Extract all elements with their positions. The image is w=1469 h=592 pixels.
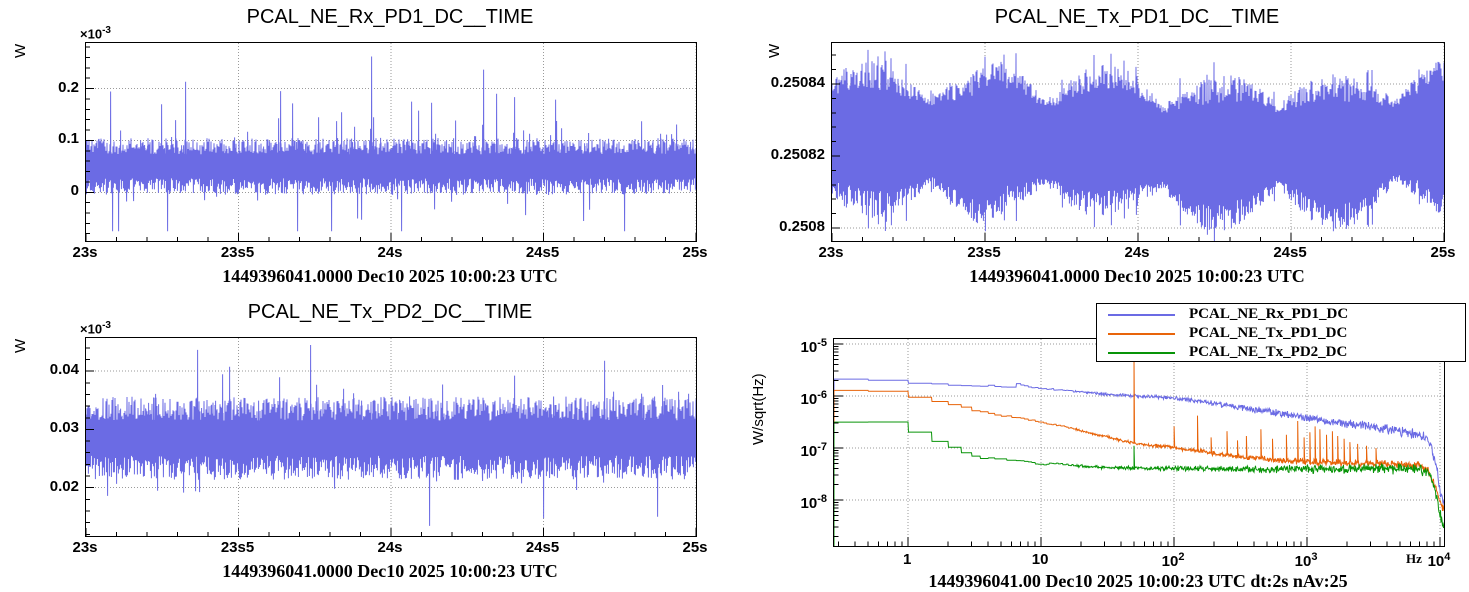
x-tick-label: 24s5: [525, 244, 560, 261]
x-tick-label: 23s5: [220, 539, 255, 556]
tick-base: 10: [1427, 553, 1445, 570]
legend-label: PCAL_NE_Rx_PD1_DC: [1189, 306, 1349, 322]
legend-line: [1108, 314, 1175, 316]
tick-base: 10: [800, 391, 818, 408]
x-tick-label: 24s: [377, 244, 403, 261]
tick-exponent: 4: [1444, 551, 1451, 563]
y-axis-exponent: ×10-3: [80, 320, 111, 336]
legend-line: [1108, 352, 1175, 354]
x-tick-label: 24s: [377, 539, 403, 556]
y-tick-label: 0.25084: [770, 74, 825, 92]
y-axis-label: W/sqrt(Hz): [750, 373, 767, 445]
y-tick-label: 0.1: [58, 130, 79, 148]
x-tick-label: 24s5: [525, 539, 560, 556]
x-axis-unit-label: Hz: [1406, 551, 1422, 566]
legend-row: PCAL_NE_Tx_PD1_DC: [1097, 324, 1465, 343]
time-series-plot: [86, 338, 696, 536]
legend-label: PCAL_NE_Tx_PD2_DC: [1189, 344, 1348, 360]
y-tick-label: 0.2508: [779, 218, 825, 236]
tick-exponent: -6: [817, 389, 827, 401]
x-tick-label: 102: [1162, 551, 1185, 570]
timestamp-footer: 1449396041.0000 Dec10 2025 10:00:23 UTC: [969, 266, 1305, 286]
x-tick-label: 25s: [682, 539, 708, 556]
legend-row: PCAL_NE_Rx_PD1_DC: [1097, 305, 1465, 324]
y-tick-label: 0.04: [49, 361, 79, 379]
plot-frame[interactable]: [85, 337, 697, 537]
panel-title: PCAL_NE_Tx_PD1_DC__TIME: [994, 6, 1280, 28]
exponent-value: -3: [102, 320, 111, 331]
time-series-plot: [86, 43, 696, 241]
exponent-coefficient: ×10: [80, 26, 103, 42]
y-tick-label: 0: [70, 182, 79, 200]
x-tick-label: 23s: [818, 244, 844, 261]
tick-base: 10: [1161, 553, 1179, 570]
y-axis-label: W: [766, 43, 783, 58]
tick-exponent: -8: [817, 492, 827, 505]
x-tick-label: 25s: [1430, 244, 1456, 261]
y-tick-label: 0.03: [49, 419, 79, 437]
legend-line: [1108, 333, 1175, 335]
tick-exponent: -5: [817, 337, 827, 350]
timestamp-footer: 1449396041.0000 Dec10 2025 10:00:23 UTC: [222, 561, 558, 581]
tick-exponent: 3: [1311, 551, 1318, 563]
legend-label: PCAL_NE_Tx_PD1_DC: [1189, 325, 1348, 341]
x-tick-label: 24s: [1124, 244, 1150, 261]
exponent-value: -3: [102, 25, 111, 36]
time-series-plot: [832, 43, 1444, 241]
y-axis-label: W: [12, 43, 29, 58]
x-tick-label: 23s5: [967, 244, 1001, 261]
timestamp-footer: 1449396041.00 Dec10 2025 10:00:23 UTC dt…: [928, 571, 1348, 591]
panel-spectrum: W/sqrt(Hz) PCAL_NE_Rx_PD1_DC PCAL_NE_Tx_P…: [734, 295, 1469, 591]
y-tick-label: 0.2: [58, 78, 79, 96]
tick-base: 10: [1294, 553, 1312, 570]
y-tick-label: 10-8: [755, 490, 827, 512]
tick-base: 10: [800, 339, 818, 357]
x-tick-label: 23s: [72, 539, 98, 556]
y-tick-label: 0.02: [49, 477, 79, 495]
x-tick-label: 24s5: [1273, 244, 1307, 261]
tick-exponent: -7: [817, 440, 827, 453]
plot-frame[interactable]: [831, 42, 1445, 242]
panel-title: PCAL_NE_Rx_PD1_DC__TIME: [246, 6, 534, 28]
y-tick-label: 10-5: [755, 334, 827, 356]
tick-exponent: 2: [1178, 551, 1185, 563]
x-tick-label: 23s5: [220, 244, 255, 261]
x-tick-label: 103: [1295, 551, 1318, 570]
x-tick-label: 10: [1031, 551, 1049, 568]
y-axis-label: W: [12, 338, 29, 353]
x-tick-label: 1: [902, 551, 912, 568]
spectrum-plot: [834, 339, 1444, 546]
panel-tx-pd2-time: PCAL_NE_Tx_PD2_DC__TIME W ×10-3 14493960…: [0, 295, 734, 590]
panel-tx-pd1-time: PCAL_NE_Tx_PD1_DC__TIME W 1449396041.000…: [734, 0, 1469, 295]
legend-box: PCAL_NE_Rx_PD1_DC PCAL_NE_Tx_PD1_DC PCAL_N…: [1096, 303, 1466, 362]
plot-frame[interactable]: [85, 42, 697, 242]
x-tick-label: 104: [1428, 551, 1451, 570]
timestamp-footer: 1449396041.0000 Dec10 2025 10:00:23 UTC: [222, 266, 558, 286]
x-tick-label: 23s: [72, 244, 98, 261]
y-tick-label: 0.25082: [770, 146, 825, 164]
panel-title: PCAL_NE_Tx_PD2_DC__TIME: [247, 301, 533, 323]
y-tick-label: 10-7: [755, 438, 827, 460]
tick-base: 10: [800, 494, 818, 512]
tick-base: 10: [800, 442, 818, 460]
x-tick-label: 25s: [682, 244, 708, 261]
panel-rx-pd1-time: PCAL_NE_Rx_PD1_DC__TIME W ×10-3 14493960…: [0, 0, 734, 295]
plot-frame[interactable]: [833, 338, 1445, 547]
legend-row: PCAL_NE_Tx_PD2_DC: [1097, 343, 1465, 362]
y-axis-exponent: ×10-3: [80, 25, 111, 41]
y-tick-label: 10-6: [755, 386, 827, 408]
exponent-coefficient: ×10: [80, 321, 103, 337]
